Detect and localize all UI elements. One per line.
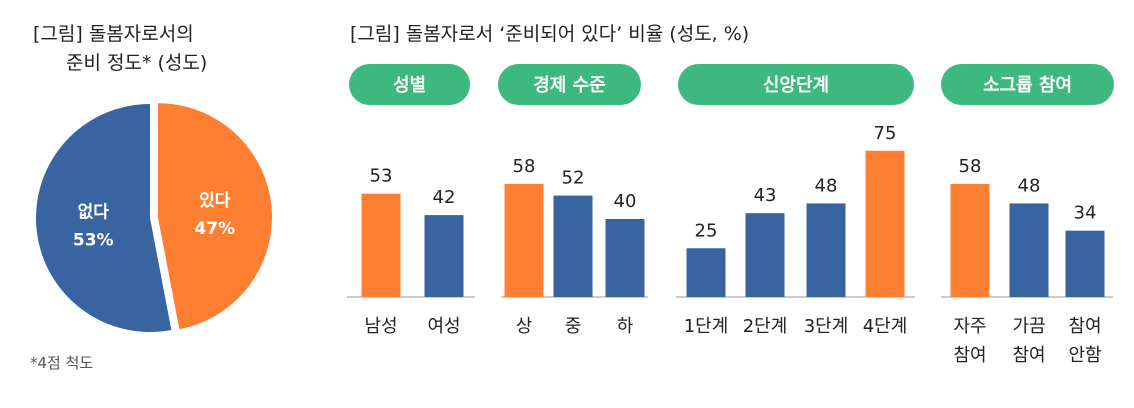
bar	[1009, 203, 1049, 297]
bar	[1065, 230, 1105, 297]
group-pill	[941, 64, 1114, 105]
bar	[865, 150, 905, 297]
bar-chart-title: [그림] 돌봄자로서 ‘준비되어 있다’ 비율 (성도, %)	[350, 23, 750, 45]
pie-title-line1: [그림] 돌봄자로서의	[33, 23, 194, 45]
pie-title-line2: 준비 정도* (성도)	[66, 52, 208, 74]
group-pill	[349, 64, 470, 105]
pie-slice-1	[157, 103, 272, 330]
category-label: 가끔	[1012, 316, 1045, 337]
category-label: 참여	[1012, 345, 1045, 366]
category-label: 중	[565, 316, 582, 337]
group-pill	[678, 64, 914, 105]
bar-value-label: 58	[513, 156, 536, 177]
bar-value-label: 34	[1074, 203, 1097, 224]
bar-value-label: 53	[370, 166, 393, 187]
bar	[424, 215, 464, 297]
pie-slice-label: 있다	[199, 191, 231, 211]
category-label: 참여	[953, 345, 986, 366]
group-pill-label: 소그룹 참여	[983, 75, 1072, 96]
bar	[605, 219, 645, 297]
pie-slice-value: 53%	[73, 230, 114, 250]
category-label: 자주	[953, 316, 986, 337]
bar	[361, 193, 401, 297]
category-label: 여성	[427, 316, 460, 337]
category-label: 1단계	[684, 316, 729, 337]
pie-slice-2	[36, 103, 172, 332]
bar	[686, 248, 726, 297]
category-label: 상	[516, 316, 533, 337]
bar-value-label: 58	[959, 156, 982, 177]
group-pill-label: 경제 수준	[533, 75, 606, 96]
bar-value-label: 48	[1018, 175, 1041, 196]
category-label: 2단계	[743, 316, 788, 337]
category-label: 하	[617, 316, 634, 337]
bar-value-label: 48	[815, 175, 838, 196]
bar-value-label: 43	[754, 185, 777, 206]
group-pill	[498, 64, 641, 105]
pie-slice-value: 47%	[194, 219, 235, 239]
pie-slice-label: 없다	[78, 202, 110, 222]
bar	[553, 195, 593, 297]
scale-footnote: *4점 척도	[30, 354, 94, 372]
category-label: 4단계	[863, 316, 908, 337]
group-pill-label: 성별	[393, 75, 426, 96]
bar-value-label: 40	[614, 191, 637, 212]
category-label: 참여	[1068, 316, 1101, 337]
bar-value-label: 52	[562, 168, 585, 189]
bar	[745, 213, 785, 297]
group-pill-label: 신앙단계	[763, 75, 829, 96]
category-label: 남성	[364, 316, 397, 337]
category-label: 3단계	[804, 316, 849, 337]
bar	[806, 203, 846, 297]
bar-value-label: 75	[874, 123, 897, 144]
bar	[950, 183, 990, 297]
category-label: 안함	[1068, 345, 1101, 366]
bar	[504, 183, 544, 297]
bar-value-label: 42	[433, 187, 456, 208]
bar-value-label: 25	[695, 220, 718, 241]
